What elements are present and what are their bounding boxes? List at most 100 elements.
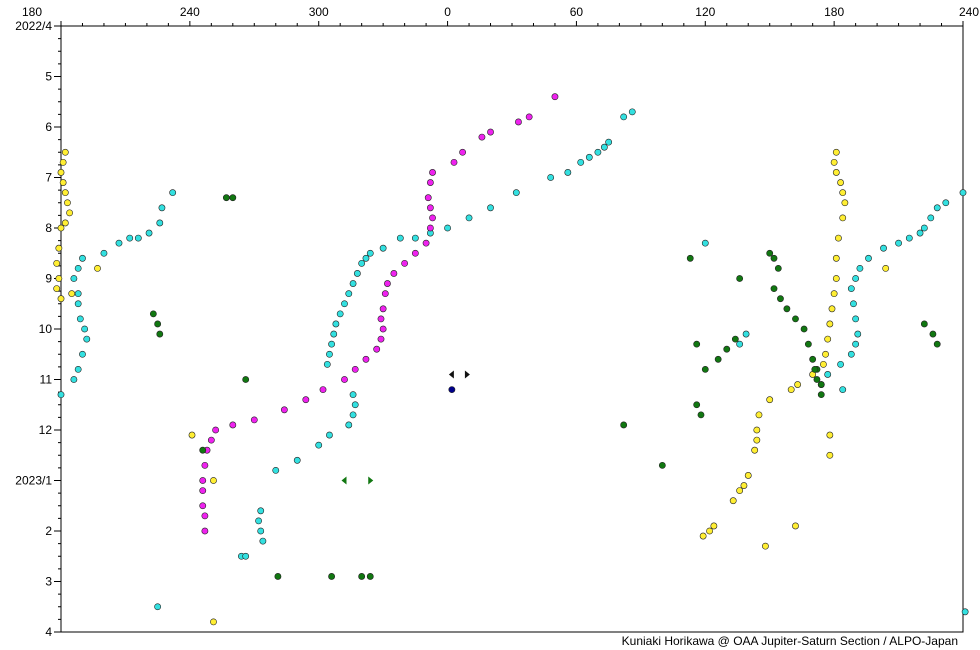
data-point — [525, 113, 533, 121]
data-point — [422, 239, 430, 247]
data-point — [835, 234, 842, 242]
data-point — [353, 270, 361, 277]
data-point — [377, 335, 385, 343]
data-point — [824, 371, 832, 378]
data-point — [839, 189, 847, 197]
data-point — [212, 426, 220, 434]
data-point — [594, 148, 602, 156]
data-point — [792, 315, 799, 323]
data-point — [905, 234, 913, 242]
data-point — [686, 254, 694, 262]
data-point — [158, 204, 166, 212]
data-point — [115, 239, 123, 247]
data-point — [64, 199, 71, 207]
data-point — [126, 234, 134, 242]
data-point — [229, 421, 237, 429]
data-point — [693, 401, 701, 409]
data-point — [59, 179, 67, 186]
data-point — [201, 461, 209, 469]
data-point — [762, 542, 769, 550]
data-point — [381, 290, 389, 298]
data-point — [341, 376, 348, 383]
y-tick-label: 2023/1 — [15, 474, 52, 488]
x-tick-label: 120 — [695, 5, 715, 19]
data-point — [852, 340, 860, 348]
data-point — [201, 527, 209, 535]
data-point — [169, 189, 177, 197]
data-point — [424, 194, 432, 202]
data-point — [68, 290, 76, 298]
data-point — [74, 365, 82, 373]
data-point — [57, 295, 65, 303]
data-point — [832, 148, 840, 156]
data-point — [201, 512, 209, 520]
triangle-marker — [368, 476, 374, 485]
data-point — [79, 254, 86, 262]
data-point — [377, 315, 385, 323]
data-point — [822, 350, 829, 358]
data-point — [272, 466, 280, 474]
data-point — [854, 330, 862, 338]
data-point — [426, 224, 434, 232]
data-point — [736, 487, 744, 494]
data-point — [323, 360, 331, 368]
data-point — [783, 305, 791, 313]
x-tick-label: 180 — [22, 5, 42, 19]
data-point — [729, 497, 737, 505]
data-point — [809, 355, 817, 363]
data-point — [358, 259, 366, 267]
data-point — [620, 421, 628, 429]
x-tick-label: 300 — [309, 5, 329, 19]
data-point — [920, 224, 928, 232]
data-point — [66, 209, 73, 217]
data-point — [302, 396, 310, 404]
data-point — [450, 158, 458, 166]
data-point — [154, 320, 162, 328]
data-point — [744, 472, 752, 479]
data-point — [362, 254, 370, 262]
data-point — [817, 391, 825, 399]
data-point — [731, 335, 739, 343]
data-point — [280, 406, 288, 414]
data-point — [620, 113, 628, 121]
data-point — [411, 234, 419, 242]
data-point — [351, 401, 359, 409]
data-point — [373, 345, 381, 353]
data-point — [55, 275, 63, 282]
data-point — [149, 310, 157, 318]
data-point — [813, 376, 821, 383]
triangle-marker — [464, 370, 470, 379]
data-point — [766, 396, 774, 404]
data-point — [512, 189, 520, 197]
data-point — [832, 275, 840, 282]
data-point — [794, 381, 802, 388]
data-point — [379, 325, 387, 333]
data-point — [384, 280, 391, 287]
data-point — [349, 280, 357, 287]
data-point — [852, 275, 860, 282]
data-point — [57, 224, 65, 232]
data-point — [362, 355, 370, 363]
data-point — [699, 532, 707, 540]
data-point — [134, 234, 142, 242]
data-point — [839, 214, 847, 222]
data-point — [770, 254, 778, 262]
data-point — [837, 179, 844, 186]
data-point — [349, 391, 357, 399]
data-point — [830, 158, 838, 166]
data-point — [315, 441, 323, 449]
data-point — [448, 386, 456, 393]
data-point — [330, 330, 338, 338]
data-point — [852, 315, 860, 323]
y-tick-label: 9 — [45, 272, 52, 286]
data-point — [83, 335, 91, 343]
y-tick-label: 5 — [45, 70, 52, 84]
data-point — [390, 270, 398, 277]
data-point — [379, 244, 387, 252]
data-point — [70, 275, 78, 282]
data-point — [916, 229, 924, 237]
data-point — [850, 300, 857, 308]
data-point — [61, 148, 69, 156]
data-point — [229, 194, 237, 202]
data-point — [792, 522, 799, 530]
